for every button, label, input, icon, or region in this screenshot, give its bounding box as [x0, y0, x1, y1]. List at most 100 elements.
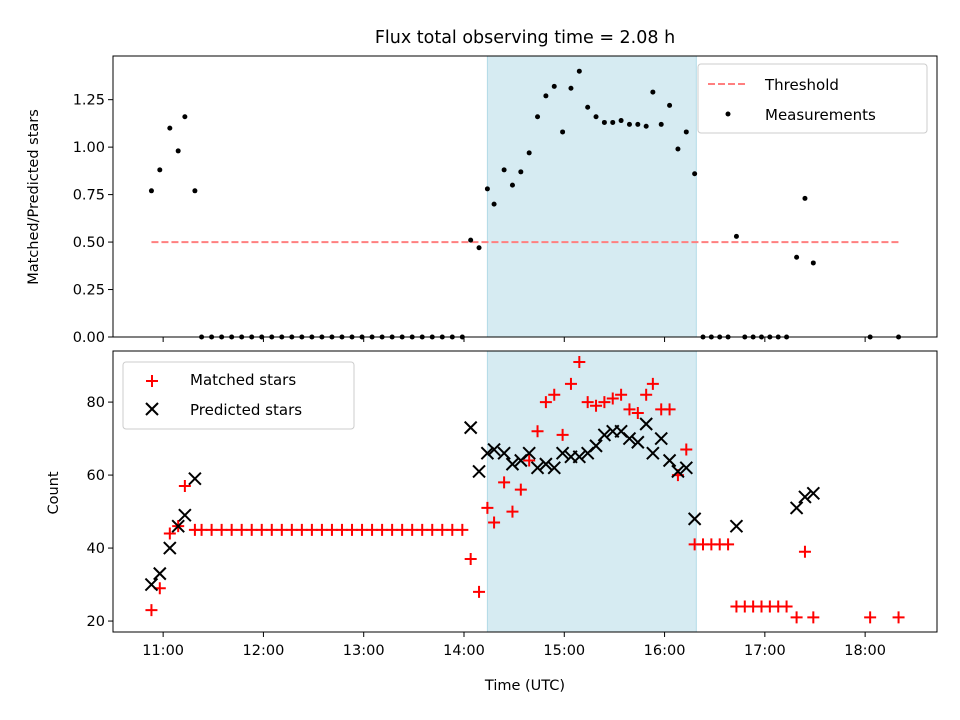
matched-star-point	[295, 523, 308, 536]
matched-star-point	[305, 523, 318, 536]
x-tick-label: 13:00	[343, 643, 385, 659]
matched-star-point	[531, 425, 544, 438]
measurement-point	[543, 93, 549, 99]
predicted-star-point	[547, 461, 561, 475]
matched-star-point	[615, 388, 628, 401]
matched-star-point	[406, 523, 419, 536]
measurements-legend-marker	[725, 111, 731, 117]
measurement-point	[610, 119, 616, 125]
measurement-point	[601, 119, 607, 125]
predicted-star-point	[597, 428, 612, 442]
measurement-point	[518, 169, 524, 175]
matched-star-point	[780, 600, 793, 613]
measurement-point	[683, 129, 689, 135]
matched-star-point	[205, 523, 218, 536]
measurement-point	[810, 260, 816, 266]
matched-star-point	[396, 523, 409, 536]
predicted-star-point	[654, 431, 668, 446]
measurement-point	[643, 123, 649, 129]
x-tick-label: 15:00	[543, 643, 585, 659]
measurement-point	[167, 125, 173, 131]
matched-star-point	[864, 611, 877, 624]
predicted-star-point	[163, 541, 177, 555]
matched-star-point	[163, 527, 176, 540]
matched-star-point	[235, 523, 248, 536]
top-legend-box	[697, 63, 928, 134]
matched-star-point	[473, 585, 486, 598]
matched-star-point	[195, 523, 208, 536]
predicted-star-point	[798, 490, 812, 504]
x-tick-label: 17:00	[744, 643, 786, 659]
matched-star-point	[523, 454, 536, 467]
predicted-legend-label: Predicted stars	[190, 401, 302, 419]
bottom-axis-ticks: 20 40 60 80 11:00 12:00 13:00 14:00 15:00 16:00 17…	[87, 395, 886, 659]
matched-star-point	[456, 523, 469, 536]
matched-star-point	[446, 523, 459, 536]
predicted-star-point	[639, 417, 653, 431]
measurement-point	[667, 102, 673, 108]
measurement-point	[535, 114, 541, 120]
matched-star-point	[590, 399, 603, 412]
measurement-point	[576, 68, 582, 74]
measurement-point	[802, 195, 808, 201]
matched-star-point	[178, 480, 191, 493]
predicted-star-point	[671, 464, 685, 479]
matched-star-point	[646, 377, 659, 390]
bottom-legend: Matched stars Predicted stars	[122, 361, 355, 430]
matched-star-point	[573, 355, 586, 368]
predicted-star-point	[497, 446, 511, 460]
matched-star-point	[426, 523, 439, 536]
x-tick-label: 12:00	[243, 643, 285, 659]
matched-star-point	[564, 377, 577, 390]
matched-star-point	[663, 403, 676, 416]
matched-star-point	[539, 396, 552, 409]
matched-star-point	[556, 428, 569, 441]
matched-star-point	[606, 392, 619, 405]
predicted-star-point	[178, 508, 192, 522]
measurement-point	[157, 167, 163, 173]
top-y-axis-label: Matched/Predicted stars	[26, 109, 42, 285]
predicted-legend-marker	[145, 402, 159, 416]
y-tick-label: 1.00	[73, 140, 105, 156]
predicted-star-point	[646, 446, 660, 460]
matched-star-point	[275, 523, 288, 536]
predicted-star-point	[530, 461, 545, 475]
predicted-star-point	[679, 461, 693, 475]
bottom-legend-box	[122, 361, 355, 430]
matched-star-point	[790, 611, 803, 624]
matched-legend-label: Matched stars	[190, 371, 296, 389]
y-tick-label: 80	[87, 395, 105, 411]
predicted-star-point	[662, 453, 677, 468]
measurement-point	[560, 129, 566, 135]
measurement-point	[733, 233, 739, 239]
predicted-star-point	[631, 435, 645, 449]
x-tick-label: 16:00	[644, 643, 686, 659]
predicted-star-point	[687, 512, 702, 526]
matched-star-point	[598, 396, 611, 409]
bottom-plot-marks	[144, 355, 905, 624]
measurements-legend-label: Measurements	[765, 106, 876, 124]
matched-star-point	[464, 553, 477, 566]
matched-star-point	[285, 523, 298, 536]
top-highlight-span	[486, 55, 697, 338]
predicted-star-point	[729, 519, 744, 533]
x-axis-label: Time (UTC)	[484, 678, 565, 694]
measurement-point	[593, 114, 599, 120]
matched-star-point	[581, 396, 594, 409]
matched-star-point	[255, 523, 268, 536]
predicted-star-point	[539, 457, 553, 471]
measurement-point	[675, 146, 681, 152]
matched-star-point	[346, 523, 359, 536]
predicted-star-point	[487, 442, 501, 457]
y-tick-label: 0.75	[73, 188, 105, 204]
measurement-point	[551, 83, 557, 89]
matched-star-point	[225, 523, 238, 536]
matched-star-point	[325, 523, 338, 536]
matched-star-point	[416, 523, 429, 536]
predicted-star-point	[789, 501, 804, 515]
matched-star-point	[623, 403, 636, 416]
measurement-point	[491, 201, 497, 207]
measurement-point	[175, 148, 181, 154]
matched-star-point	[366, 523, 379, 536]
matched-star-point	[315, 523, 328, 536]
